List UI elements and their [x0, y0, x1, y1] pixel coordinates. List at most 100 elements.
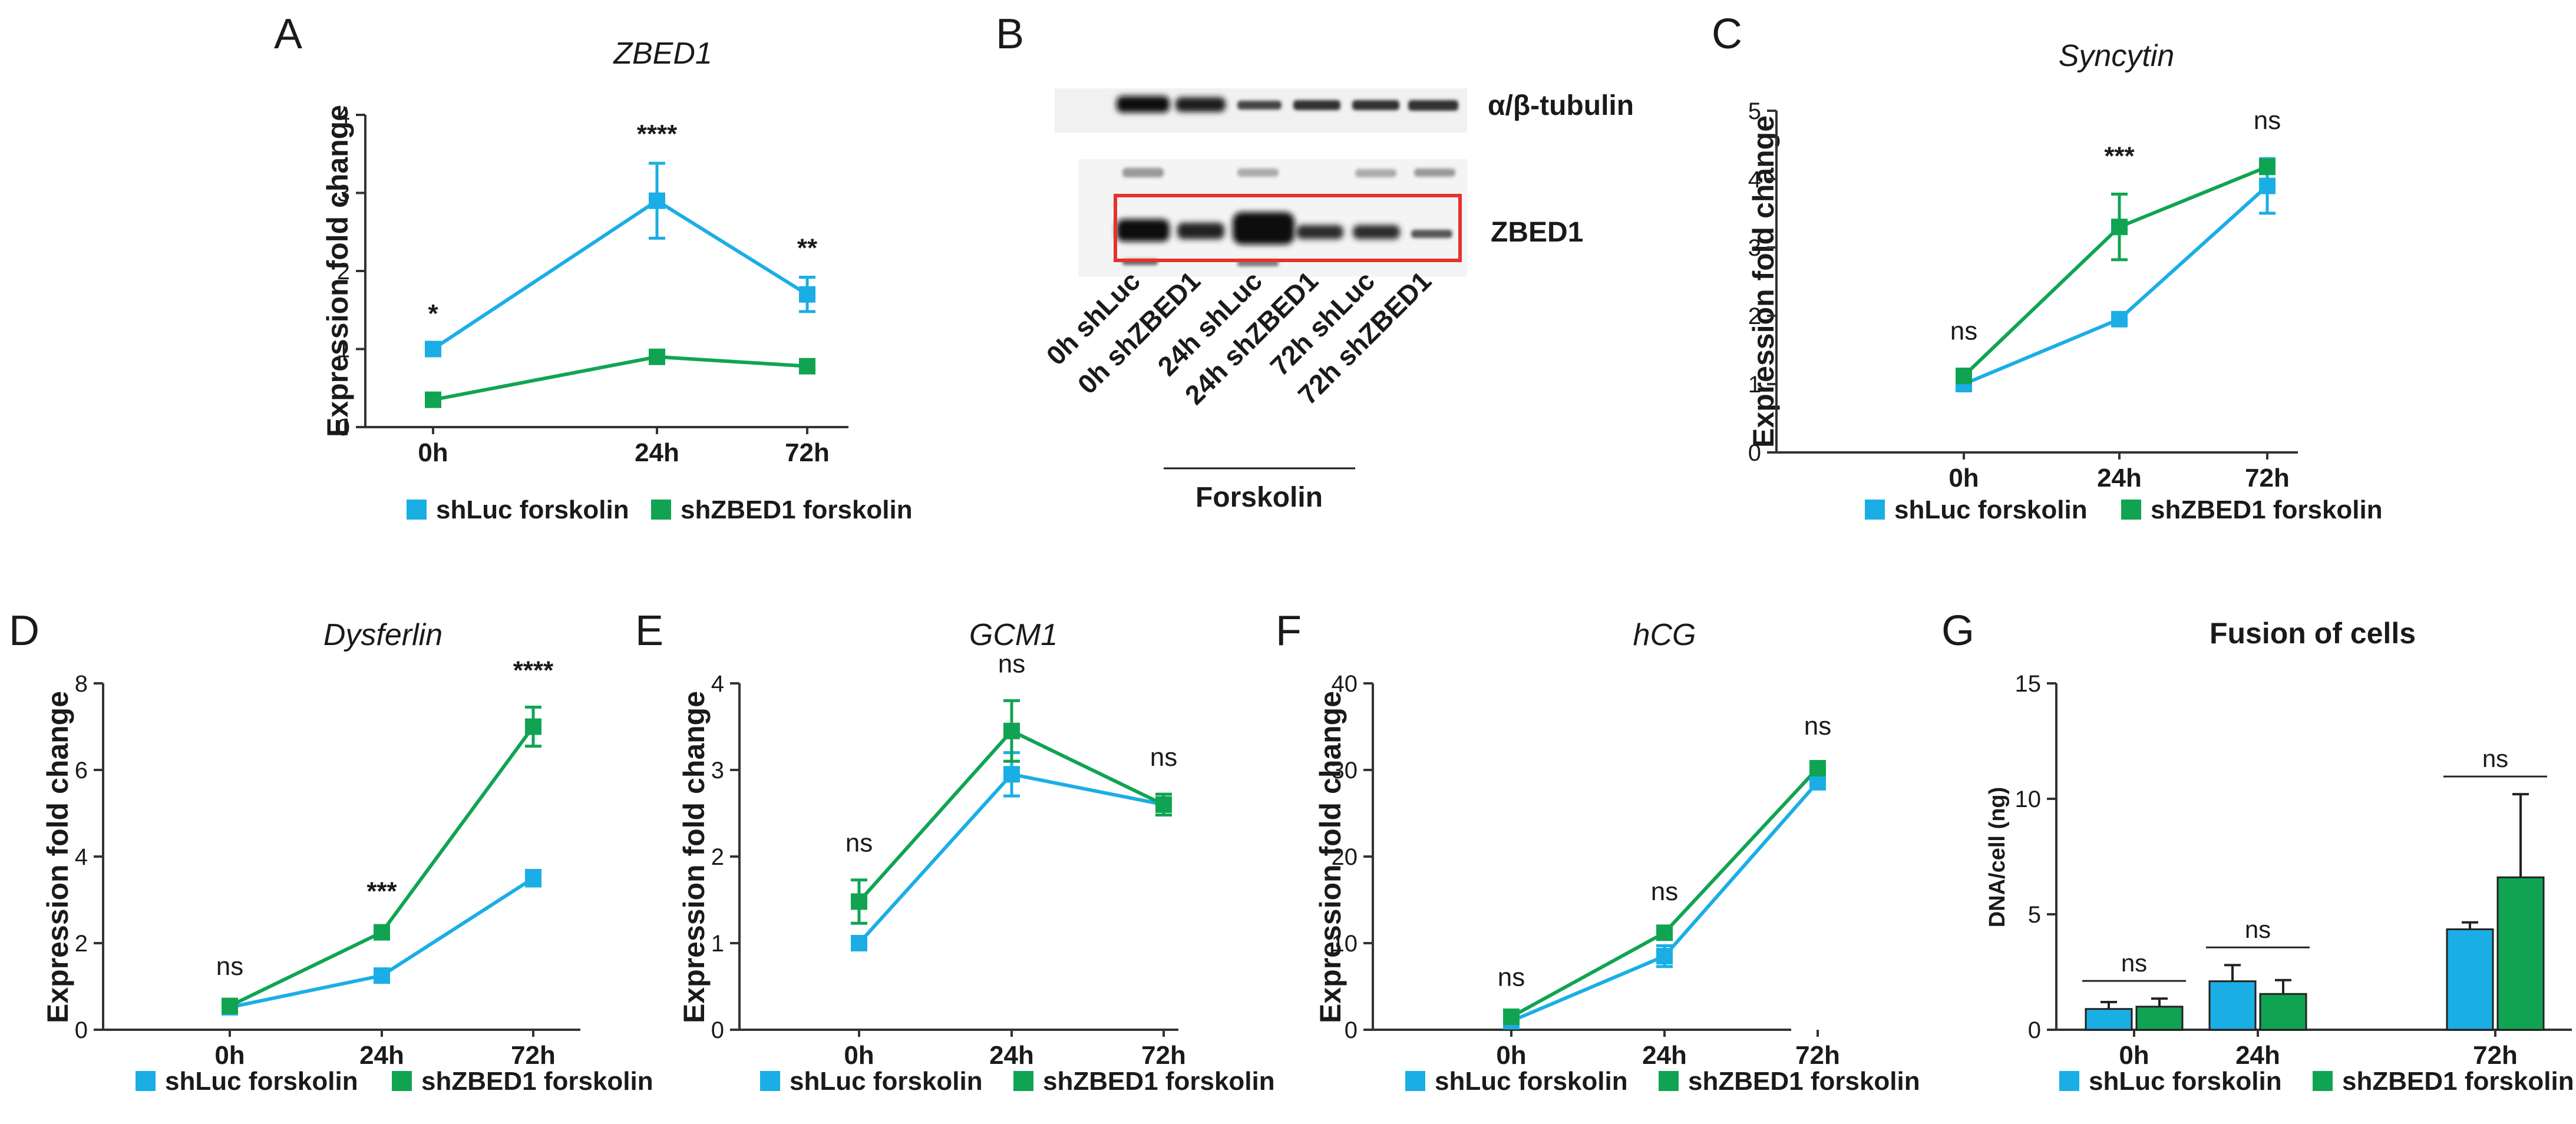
- legend-swatch-shzbed1: [1013, 1071, 1033, 1091]
- x-tick-label: 72h: [785, 438, 830, 467]
- legend-label: shLuc forskolin: [790, 1067, 983, 1096]
- data-point: [222, 997, 238, 1014]
- x-tick-label: 0h: [844, 1041, 874, 1070]
- y-axis-label: Expression fold change: [321, 105, 354, 437]
- significance-annotation: ****: [637, 120, 678, 148]
- y-tick-label: 0: [711, 1017, 724, 1043]
- data-point: [374, 924, 390, 941]
- x-tick-label: 72h: [2473, 1041, 2518, 1070]
- y-tick-label: 10: [1332, 931, 1358, 957]
- data-point: [1003, 722, 1020, 739]
- bar-shzbed1: [2259, 993, 2307, 1031]
- data-point: [525, 870, 541, 887]
- x-tick-label: 24h: [2235, 1041, 2280, 1070]
- significance-annotation: ns: [2254, 106, 2281, 135]
- bar-shzbed1: [2135, 1006, 2184, 1031]
- legend-label: shLuc forskolin: [2089, 1067, 2282, 1096]
- legend-label: shZBED1 forskolin: [681, 495, 913, 524]
- tubulin-band-lane-4: [1293, 100, 1340, 110]
- y-tick-label: 3: [711, 758, 724, 784]
- y-tick-label: 30: [1332, 758, 1358, 784]
- series-line-shluc: [1963, 184, 2269, 386]
- tubulin-band-lane-5: [1352, 100, 1399, 110]
- data-point: [374, 967, 390, 984]
- x-tick-label: 24h: [635, 438, 679, 467]
- y-tick-label: 4: [75, 844, 88, 870]
- legend-label: shLuc forskolin: [1894, 495, 2088, 524]
- y-tick-label: 40: [1332, 671, 1358, 697]
- legend-swatch-shluc: [1865, 500, 1885, 520]
- chart-title: ZBED1: [612, 37, 712, 71]
- x-tick-label: 24h: [359, 1041, 404, 1070]
- zbed1-band-lane-2: [1177, 223, 1224, 239]
- y-tick-label: 0: [1748, 440, 1761, 466]
- x-tick-label: 0h: [214, 1041, 245, 1070]
- tubulin-band-lane-3: [1237, 101, 1282, 110]
- legend-label: shZBED1 forskolin: [2151, 495, 2383, 524]
- data-point: [425, 340, 441, 358]
- y-tick-label: 15: [2015, 671, 2042, 697]
- series-line-shzbed1: [229, 725, 535, 1008]
- panel-letter: G: [1941, 607, 1974, 654]
- y-tick-label: 2: [337, 259, 350, 285]
- panel-g-fusion-chart: G Fusion of cells DNA/cell (ng) 0 5 10 15 0h 24h…: [1941, 607, 2574, 1096]
- significance-annotation: ***: [366, 877, 397, 905]
- significance-annotation: ns: [216, 952, 243, 981]
- panel-letter: F: [1276, 607, 1302, 654]
- y-tick-label: 1: [337, 337, 350, 363]
- significance-annotation: ns: [846, 829, 873, 858]
- significance-annotation: ns: [1498, 963, 1525, 992]
- legend-label: shLuc forskolin: [436, 495, 629, 524]
- significance-annotation: ns: [2482, 745, 2508, 772]
- series-line-shzbed1: [432, 355, 808, 402]
- y-tick-label: 8: [75, 671, 88, 697]
- data-point: [649, 348, 665, 365]
- y-tick-label: 6: [75, 758, 88, 784]
- legend-swatch-shzbed1: [2313, 1071, 2333, 1091]
- chart-title: Dysferlin: [323, 618, 442, 652]
- panel-letter: A: [274, 11, 302, 58]
- y-axis-label: Expression fold change: [41, 691, 74, 1023]
- data-point: [851, 935, 867, 951]
- data-point: [2259, 158, 2276, 176]
- zbed1-band-lane-6: [1411, 230, 1452, 238]
- y-axis-label: Expression fold change: [1314, 691, 1347, 1023]
- zbed1-label: ZBED1: [1491, 217, 1583, 248]
- y-tick-label: 1: [711, 931, 724, 957]
- legend-swatch-shluc: [760, 1071, 780, 1091]
- legend-swatch-shzbed1: [651, 500, 671, 520]
- series-line-shluc: [857, 772, 1164, 945]
- data-point: [1503, 1008, 1520, 1025]
- legend-swatch-shzbed1: [2121, 500, 2141, 520]
- y-tick-label: 4: [1748, 167, 1761, 193]
- x-tick-label: 24h: [2097, 464, 2142, 492]
- y-tick-label: 20: [1332, 844, 1358, 870]
- legend-swatch-shluc: [2059, 1071, 2079, 1091]
- y-tick-label: 0: [1345, 1017, 1358, 1043]
- legend-swatch-shluc: [1405, 1071, 1425, 1091]
- y-tick-label: 0: [337, 415, 350, 441]
- bar-shluc: [2085, 1008, 2133, 1031]
- tubulin-blot-strip: [1055, 88, 1467, 133]
- data-point: [1003, 766, 1020, 783]
- tubulin-band-lane-6: [1408, 100, 1458, 111]
- y-tick-label: 0: [2028, 1017, 2041, 1043]
- data-point: [525, 718, 541, 735]
- x-tick-label: 0h: [418, 438, 448, 467]
- series-line-shzbed1: [1962, 165, 2268, 378]
- y-axis-label: Expression fold change: [1747, 115, 1780, 448]
- panel-letter: E: [635, 607, 663, 654]
- significance-annotation: **: [797, 234, 818, 263]
- x-tick-label: 72h: [511, 1041, 556, 1070]
- legend-label: shLuc forskolin: [1435, 1067, 1628, 1096]
- y-tick-label: 0: [75, 1017, 88, 1043]
- data-point: [2259, 177, 2276, 194]
- data-point: [2111, 219, 2128, 236]
- x-tick-label: 72h: [1141, 1041, 1186, 1070]
- panel-letter: D: [9, 607, 39, 654]
- x-tick-label: 72h: [1795, 1041, 1840, 1070]
- zbed1-band-lane-5: [1353, 225, 1400, 239]
